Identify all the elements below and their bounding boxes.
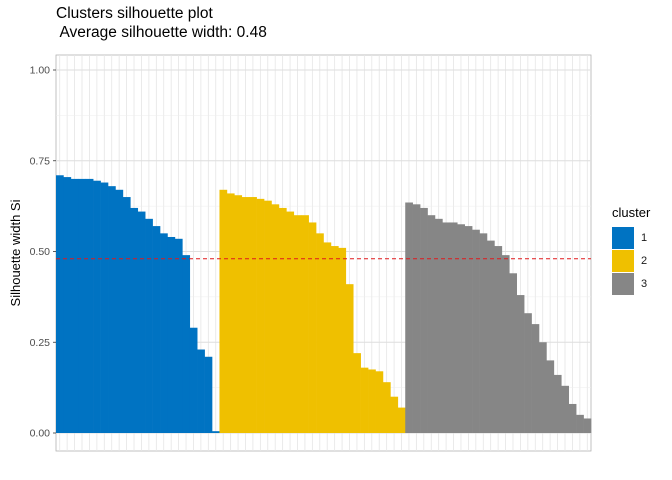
bar-cluster-1	[137, 211, 146, 433]
bar-cluster-1	[56, 175, 64, 433]
legend-item-1: 1	[612, 226, 650, 249]
bar-cluster-1	[152, 226, 161, 433]
bar-cluster-2	[278, 207, 287, 433]
bar-cluster-2	[271, 204, 280, 433]
bar-cluster-2	[345, 284, 354, 433]
bar-cluster-3	[568, 403, 577, 433]
bar-cluster-3	[576, 414, 584, 433]
legend-swatch	[612, 226, 634, 249]
bar-cluster-2	[256, 198, 265, 433]
bar-cluster-3	[516, 295, 525, 433]
legend-label: 2	[641, 254, 648, 267]
bar-cluster-2	[264, 200, 272, 433]
y-tick-label: 1.00	[30, 65, 51, 77]
bar-cluster-1	[212, 431, 220, 433]
bar-cluster-2	[375, 371, 384, 433]
bar-cluster-3	[434, 218, 443, 433]
legend-swatch	[612, 249, 634, 272]
bar-cluster-3	[457, 224, 465, 433]
bar-cluster-1	[63, 177, 72, 433]
bar-cluster-1	[130, 207, 139, 433]
bar-cluster-1	[78, 178, 87, 433]
bar-cluster-2	[249, 197, 257, 433]
bar-cluster-1	[174, 238, 183, 433]
bar-cluster-2	[316, 233, 324, 433]
bar-cluster-2	[338, 247, 347, 433]
bar-cluster-2	[360, 367, 369, 433]
bar-cluster-1	[122, 197, 131, 433]
bar-cluster-1	[189, 327, 198, 433]
bar-cluster-2	[353, 353, 361, 433]
bar-cluster-2	[330, 246, 339, 433]
legend-title: cluster	[612, 205, 651, 220]
bar-cluster-2	[382, 382, 391, 433]
bar-cluster-1	[93, 180, 101, 433]
y-axis-title: Silhouette width Si	[8, 199, 23, 306]
bar-cluster-1	[167, 236, 176, 433]
legend-item-3: 3	[612, 272, 650, 295]
bar-cluster-1	[182, 255, 191, 433]
legend-label: 1	[641, 231, 648, 244]
bar-cluster-3	[546, 360, 555, 433]
bar-cluster-3	[427, 215, 436, 433]
y-tick-label: 0.75	[30, 155, 51, 167]
bar-cluster-3	[412, 204, 421, 433]
bar-cluster-3	[442, 222, 451, 433]
bar-cluster-3	[494, 246, 503, 433]
bar-cluster-2	[286, 211, 295, 433]
legend-swatch	[612, 272, 634, 295]
bar-cluster-2	[308, 222, 317, 433]
bar-cluster-3	[472, 229, 480, 433]
bar-cluster-3	[509, 273, 517, 433]
bar-cluster-1	[115, 189, 124, 433]
bar-cluster-2	[397, 407, 406, 433]
chart-subtitle: Average silhouette width: 0.48	[56, 24, 267, 41]
y-tick-label: 0.25	[30, 337, 51, 349]
bar-cluster-3	[561, 385, 570, 433]
y-tick-label: 0.50	[30, 246, 51, 258]
bar-cluster-1	[145, 218, 153, 433]
bar-cluster-2	[390, 396, 399, 433]
bar-cluster-1	[108, 186, 116, 433]
bar-cluster-1	[204, 356, 213, 433]
bar-cluster-3	[553, 374, 562, 433]
y-axis: 0.00 0.25 0.50 0.75 1.00	[30, 65, 56, 440]
bar-cluster-3	[486, 240, 495, 433]
legend-item-2: 2	[612, 249, 650, 272]
bar-cluster-3	[479, 233, 488, 433]
bar-cluster-2	[301, 215, 309, 433]
bar-cluster-3	[464, 226, 473, 433]
bar-cluster-2	[293, 215, 302, 433]
bar-cluster-3	[583, 418, 592, 433]
bar-cluster-3	[449, 222, 458, 433]
bar-cluster-2	[323, 242, 332, 433]
bar-cluster-2	[241, 197, 250, 433]
bar-cluster-3	[524, 313, 532, 433]
bar-cluster-3	[420, 207, 428, 433]
bar-cluster-3	[531, 324, 540, 433]
bar-cluster-2	[219, 189, 228, 433]
bar-cluster-2	[368, 369, 376, 433]
bars-group	[56, 175, 592, 433]
bar-cluster-1	[100, 182, 109, 433]
legend-items: 1 2 3	[612, 226, 650, 295]
chart-title: Clusters silhouette plot	[56, 5, 213, 22]
bar-cluster-1	[85, 178, 94, 433]
bar-cluster-3	[501, 255, 510, 433]
bar-cluster-1	[197, 349, 205, 433]
bar-cluster-1	[160, 233, 168, 433]
bar-cluster-1	[70, 178, 79, 433]
legend: cluster 1 2 3	[612, 205, 650, 295]
bar-cluster-2	[234, 195, 243, 433]
bar-cluster-3	[405, 202, 413, 433]
y-tick-label: 0.00	[30, 428, 51, 440]
legend-label: 3	[641, 277, 648, 290]
bar-cluster-2	[226, 193, 235, 433]
bar-cluster-3	[538, 342, 547, 433]
